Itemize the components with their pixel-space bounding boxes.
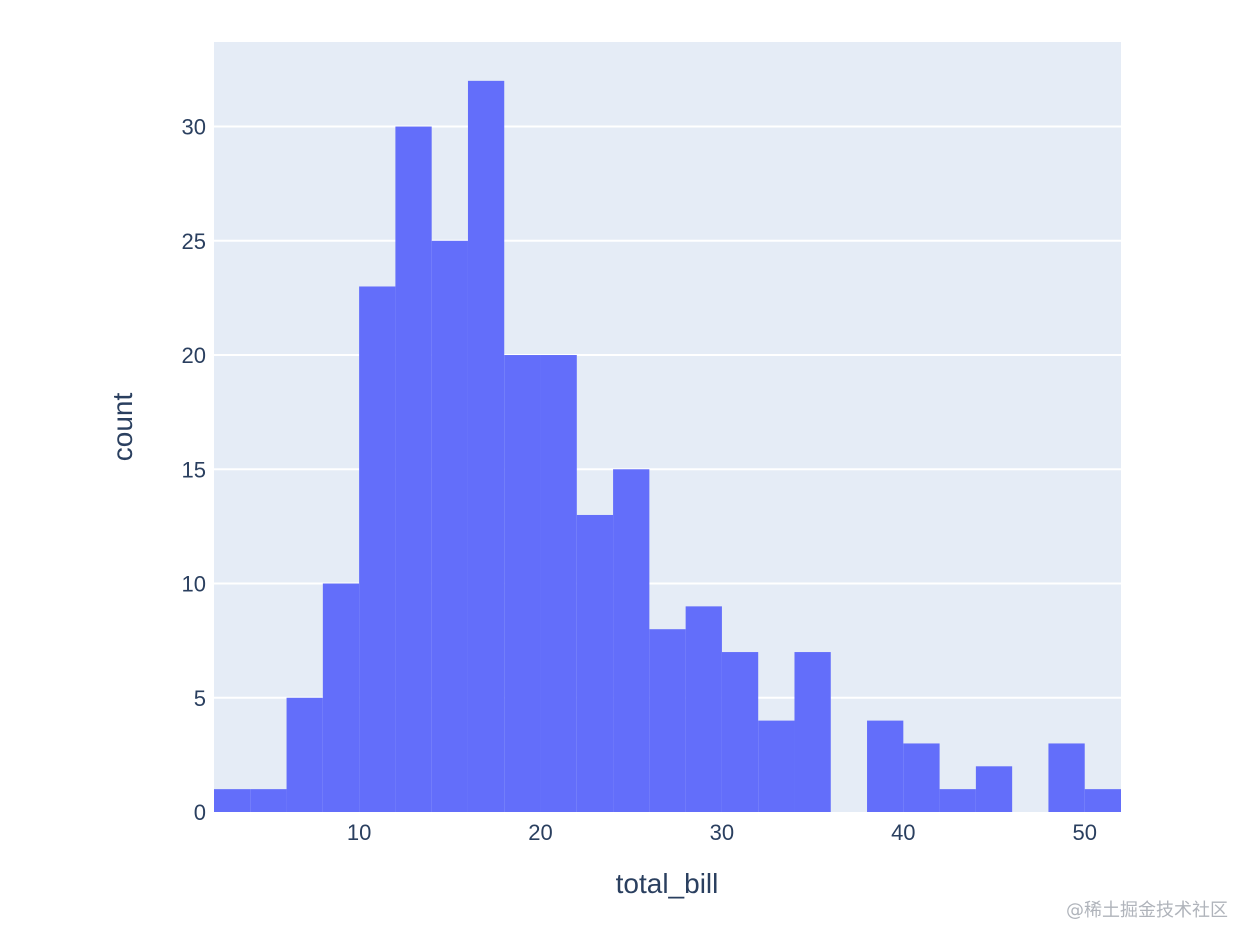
bar-6-8 <box>286 697 323 812</box>
bar-28-30 <box>685 606 722 812</box>
bar-40-42 <box>903 743 940 812</box>
x-tick-label-10: 10 <box>347 820 371 845</box>
x-tick-label-20: 20 <box>528 820 552 845</box>
bar-30-32 <box>721 652 759 812</box>
x-tick-label-40: 40 <box>891 820 915 845</box>
x-tick-label-30: 30 <box>710 820 734 845</box>
bar-16-18 <box>467 80 505 813</box>
y-tick-label-15: 15 <box>182 457 206 482</box>
y-tick-label-20: 20 <box>182 343 206 368</box>
bar-20-22 <box>540 355 577 812</box>
y-tick-label-10: 10 <box>182 572 206 597</box>
y-tick-label-30: 30 <box>182 115 206 140</box>
y-tick-label-5: 5 <box>194 686 206 711</box>
y-tick-label-0: 0 <box>194 800 206 825</box>
x-axis-ticks: 10 20 30 40 50 <box>347 820 1097 845</box>
x-tick-label-50: 50 <box>1072 820 1096 845</box>
bar-26-28 <box>649 629 686 812</box>
bar-4-6 <box>250 789 287 812</box>
bar-8-10 <box>322 583 360 812</box>
bar-32-34 <box>758 720 795 812</box>
y-tick-label-25: 25 <box>182 229 206 254</box>
y-axis-title: count <box>107 393 138 462</box>
x-axis-title: total_bill <box>616 868 719 899</box>
bar-18-20 <box>504 355 541 812</box>
bar-38-40 <box>867 720 904 812</box>
watermark: @稀土掘金技术社区 <box>1066 900 1228 921</box>
y-axis-ticks: 0 5 10 15 20 25 30 <box>182 115 206 825</box>
bar-12-14 <box>395 126 432 813</box>
bar-10-12 <box>359 286 396 812</box>
bar-24-26 <box>613 469 650 812</box>
bar-22-24 <box>576 514 614 812</box>
bar-42-44 <box>939 789 976 812</box>
bar-34-36 <box>794 652 831 812</box>
bar-14-16 <box>431 240 468 812</box>
bar-48-50 <box>1048 743 1085 812</box>
bar-2-4 <box>214 789 251 812</box>
bar-44-46 <box>975 766 1013 812</box>
bars <box>214 80 1121 813</box>
bar-50-52 <box>1084 789 1121 812</box>
